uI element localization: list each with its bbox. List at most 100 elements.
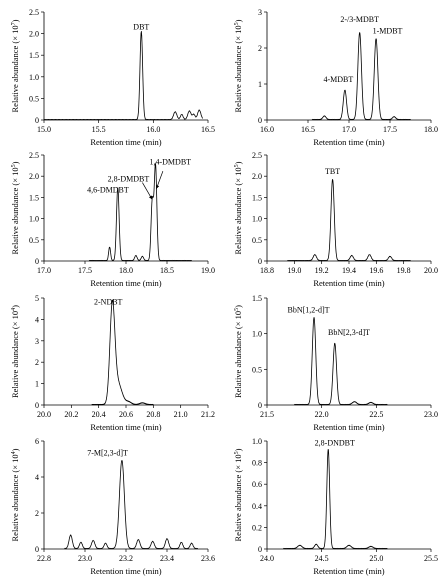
y-axis-exponent: 5	[234, 308, 240, 311]
y-tick-label: 1.5	[29, 51, 39, 60]
x-tick-label: 24.0	[260, 554, 274, 563]
y-axis-scale: (× 10	[233, 167, 243, 185]
y-axis-title: Relative abundance (× 105)	[233, 305, 243, 398]
y-axis-exponent: 5	[234, 22, 240, 25]
y-axis-scale: (× 10	[233, 25, 243, 43]
y-tick-label: 2.5	[252, 151, 262, 160]
peak-label: 4-MDBT	[323, 75, 353, 84]
y-axis-scale-close: )	[233, 448, 243, 451]
y-tick-label: 0.6	[252, 480, 262, 489]
peak-label: TBT	[325, 167, 340, 176]
y-tick-label: 0	[258, 545, 262, 554]
y-tick-label: 2	[35, 358, 39, 367]
chromatogram-panel-2: 16.0 16.5 17.0 17.5 18.0 0 1 2 3 Retention time (…	[233, 8, 438, 147]
x-axis-title: Retention time (min)	[313, 278, 384, 288]
peak-label: DBT	[133, 22, 149, 31]
y-tick-label: 5	[35, 294, 39, 303]
y-tick-label: 0	[35, 116, 39, 125]
y-tick-label: 1.5	[29, 193, 39, 202]
y-tick-label: 4	[35, 473, 39, 482]
y-axis-label: Relative abundance	[10, 186, 20, 255]
y-tick-label: 4	[35, 315, 39, 324]
y-tick-label: 0.4	[252, 502, 262, 511]
y-axis-scale-close: )	[10, 161, 20, 164]
x-tick-label: 17.0	[37, 266, 51, 275]
chromatogram-panel-7: 22.8 23.0 23.2 23.4 23.6 0 2 4 6 Retention time (…	[10, 437, 215, 576]
x-tick-label: 19.0	[201, 266, 215, 275]
y-tick-label: 2	[35, 509, 39, 518]
chromatogram-trace	[43, 30, 203, 121]
y-axis-label: Relative abundance	[10, 329, 20, 398]
y-axis-label: Relative abundance	[10, 473, 20, 542]
y-tick-label: 2.5	[29, 8, 39, 17]
y-tick-label: 1	[258, 80, 262, 89]
axis-frame	[43, 298, 208, 406]
x-tick-label: 19.0	[287, 266, 301, 275]
y-tick-label: 0	[258, 257, 262, 266]
x-axis-title: Retention time (min)	[90, 566, 161, 576]
x-tick-label: 23.6	[201, 554, 215, 563]
x-tick-label: 21.2	[201, 410, 215, 419]
y-tick-label: 2	[258, 44, 262, 53]
y-axis-scale-close: )	[233, 161, 243, 164]
y-axis-exponent: 5	[234, 164, 240, 167]
y-axis-exponent: 7	[11, 22, 17, 25]
y-tick-label: 1.0	[252, 330, 262, 339]
x-tick-label: 18.8	[260, 266, 274, 275]
x-tick-label: 23.2	[119, 554, 133, 563]
chromatogram-trace	[287, 178, 411, 262]
x-tick-label: 22.0	[315, 410, 329, 419]
peak-label: 7-M[2,3-d]T	[87, 448, 128, 457]
y-axis-scale: (× 10	[10, 311, 20, 329]
y-tick-label: 2.0	[252, 172, 262, 181]
y-axis-scale-close: )	[10, 305, 20, 308]
y-axis-scale: (× 10	[233, 311, 243, 329]
chromatogram-trace	[283, 448, 388, 550]
x-tick-label: 22.5	[369, 410, 383, 419]
y-tick-label: 0.5	[29, 236, 39, 245]
x-tick-label: 19.8	[397, 266, 411, 275]
axis-frame	[43, 155, 208, 262]
y-tick-label: 0	[35, 257, 39, 266]
y-tick-label: 1.5	[252, 193, 262, 202]
chromatogram-panel-5: 20.0 20.2 20.4 20.6 20.8 21.0 21.2 0 1 2 3 4 5 Retent…	[10, 294, 215, 432]
y-axis-exponent: 4	[11, 308, 17, 311]
y-axis-label: Relative abundance	[233, 186, 243, 255]
peak-label: 4,6-DMDBT	[87, 185, 129, 194]
x-tick-label: 20.0	[424, 266, 438, 275]
x-axis-title: Retention time (min)	[313, 566, 384, 576]
x-tick-label: 25.5	[424, 554, 438, 563]
y-tick-label: 0	[258, 116, 262, 125]
chromatogram-trace	[88, 163, 192, 262]
y-tick-label: 1	[35, 380, 39, 389]
y-axis-title: Relative abundance (× 105)	[10, 161, 20, 254]
x-tick-label: 16.0	[260, 125, 274, 134]
x-tick-label: 19.2	[315, 266, 329, 275]
y-axis-scale: (× 10	[10, 167, 20, 185]
chromatogram-panel-6: 21.5 22.0 22.5 23.0 0 0.5 1.0 1.5 Retention time…	[233, 294, 438, 432]
x-tick-label: 16.5	[301, 125, 315, 134]
chromatogram-trace	[311, 32, 411, 121]
y-axis-scale: (× 10	[10, 25, 20, 43]
y-tick-label: 0.2	[252, 523, 262, 532]
y-tick-label: 6	[35, 437, 39, 446]
x-axis-title: Retention time (min)	[313, 422, 384, 432]
y-axis-scale: (× 10	[233, 454, 243, 472]
x-tick-label: 20.8	[146, 410, 160, 419]
y-axis-title: Relative abundance (× 107)	[10, 19, 20, 112]
x-axis-title: Retention time (min)	[90, 422, 161, 432]
x-tick-label: 16.5	[201, 125, 215, 134]
x-tick-label: 20.6	[119, 410, 133, 419]
x-tick-label: 25.0	[369, 554, 383, 563]
x-tick-label: 17.5	[78, 266, 92, 275]
axis-frame	[266, 155, 431, 262]
chromatogram-panel-3: 17.0 17.5 18.0 18.5 19.0 0 0.5 1.0 1.5 2.0 2.5 Rete…	[10, 151, 215, 288]
y-axis-label: Relative abundance	[233, 44, 243, 113]
x-tick-label: 21.5	[260, 410, 274, 419]
y-tick-label: 3	[258, 8, 262, 17]
x-tick-label: 24.5	[315, 554, 329, 563]
peak-arrow-head	[148, 195, 153, 200]
x-tick-label: 19.4	[342, 266, 356, 275]
y-axis-scale-close: )	[10, 448, 20, 451]
x-tick-label: 19.6	[369, 266, 383, 275]
